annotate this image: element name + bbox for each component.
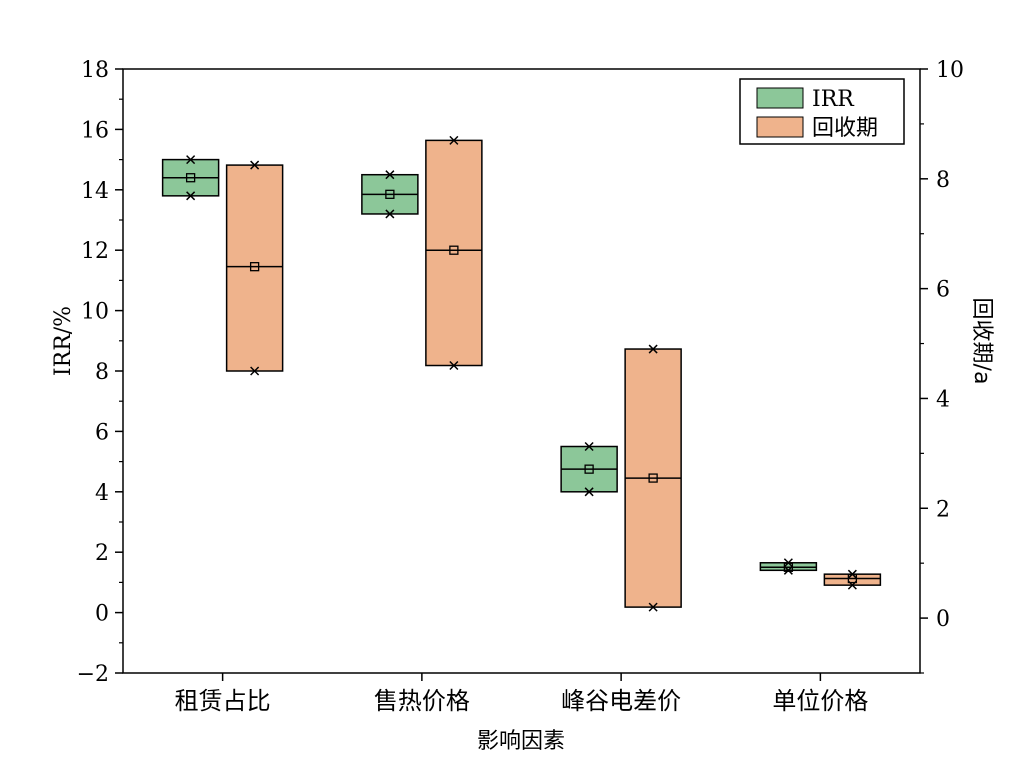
extreme-marker [250, 160, 260, 170]
mean-marker [648, 473, 658, 483]
mean-marker [185, 173, 196, 183]
y-right-tick-label: 10 [936, 58, 964, 83]
y-axis-left-title: IRR/% [51, 306, 76, 376]
boxes-layer [161, 135, 882, 612]
x-axis-title: 影响因素 [477, 729, 565, 754]
extreme-marker [186, 155, 196, 165]
extreme-marker [847, 580, 857, 590]
y-left-tick-label: 12 [81, 239, 109, 264]
legend-swatch-payback [756, 116, 804, 138]
y-left-tick-label: 18 [81, 58, 109, 83]
extreme-marker [584, 487, 594, 497]
legend: IRR 回收期 [739, 78, 905, 145]
box-1-3 [823, 573, 882, 586]
extreme-marker [449, 360, 459, 371]
y-right-tick-label: 8 [936, 168, 950, 193]
mean-marker [385, 189, 395, 199]
y-right-tick-label: 6 [936, 278, 950, 303]
legend-label-irr: IRR [812, 87, 855, 112]
x-category-label: 售热价格 [374, 687, 470, 715]
axes-layer: −2 0 2 4 6 8 10 12 14 16 18 0 2 4 6 8 10 租赁占比 售热价格 峰谷电差价 单位价… [77, 58, 964, 715]
legend-swatch-irr [756, 87, 804, 109]
extreme-marker [584, 441, 594, 452]
x-category-label: 单位价格 [772, 687, 868, 715]
extreme-marker [250, 366, 260, 376]
legend-label-payback: 回收期 [812, 116, 878, 141]
y-left-tick-label: 4 [95, 481, 109, 506]
y-left-tick-label: 8 [95, 360, 109, 385]
extreme-marker [648, 602, 658, 612]
extreme-marker [783, 558, 793, 568]
y-left-tick-label: 0 [95, 602, 109, 627]
x-category-label: 租赁占比 [175, 687, 271, 715]
extreme-marker [186, 191, 196, 201]
mean-marker [249, 262, 260, 272]
box-1-1 [425, 139, 483, 367]
y-left-tick-label: 10 [81, 300, 109, 325]
y-axis-right-title: 回收期/a [969, 298, 994, 385]
box-1-0 [225, 164, 284, 372]
mean-marker [449, 245, 459, 255]
extreme-marker [783, 565, 793, 575]
extreme-marker [385, 209, 395, 219]
y-right-tick-label: 0 [936, 607, 950, 632]
y-left-tick-label: 14 [81, 179, 109, 204]
y-left-tick-label: 6 [95, 420, 109, 445]
y-right-tick-label: 2 [936, 497, 950, 522]
y-right-tick-label: 4 [936, 387, 950, 412]
y-left-tick-label: −2 [77, 662, 109, 687]
extreme-marker [385, 170, 395, 180]
y-left-tick-label: 2 [95, 541, 109, 566]
x-category-label: 峰谷电差价 [561, 687, 681, 715]
extreme-marker [648, 344, 658, 354]
y-left-tick-label: 16 [81, 118, 109, 143]
mean-marker [584, 464, 594, 474]
extreme-marker [449, 135, 459, 145]
extreme-marker [847, 569, 857, 579]
